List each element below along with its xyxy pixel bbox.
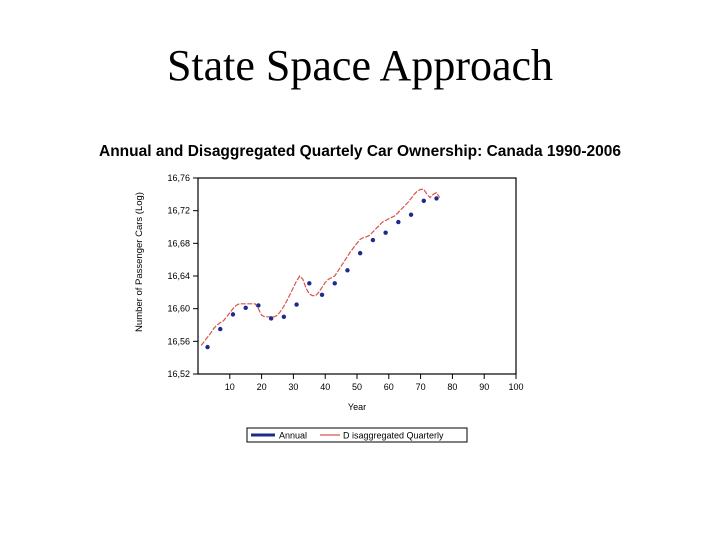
x-tick-label: 40 <box>320 382 330 392</box>
series-annual-point <box>383 230 388 235</box>
series-annual-point <box>307 281 312 286</box>
series-quarterly-line <box>200 188 441 346</box>
x-axis-label: Year <box>348 402 366 412</box>
y-tick-label: 16,68 <box>167 238 190 248</box>
series-annual-point <box>421 198 426 204</box>
series-annual-point <box>370 237 376 243</box>
series-annual-point <box>332 281 337 286</box>
series-annual-point <box>256 303 261 308</box>
y-tick-label: 16,72 <box>167 206 190 216</box>
series-annual-point <box>281 314 287 320</box>
x-tick-label: 20 <box>257 382 267 392</box>
series-annual-point <box>396 219 401 225</box>
series-annual-point <box>345 268 350 273</box>
series-annual-point <box>243 305 248 311</box>
plot-frame <box>197 177 517 375</box>
series-annual-point <box>357 250 363 256</box>
x-tick-label: 50 <box>352 382 362 392</box>
axes: 16,52 16,56 16,60 16,64 16,68 16,72 16,76 10 20 3… <box>167 173 523 392</box>
legend-annual-label: Annual <box>279 431 307 441</box>
series-annual-point <box>230 312 236 317</box>
series-annual-point <box>205 344 210 350</box>
chart-title: Annual and Disaggregated Quartely Car Ow… <box>99 143 621 160</box>
series-annual-point <box>434 196 439 201</box>
y-tick-label: 16,56 <box>167 336 190 346</box>
x-tick-label: 100 <box>508 382 523 392</box>
x-tick-label: 60 <box>384 382 394 392</box>
slide-title: State Space Approach <box>166 41 554 90</box>
x-tick-label: 70 <box>416 382 426 392</box>
legend-quarterly-label: D isaggregated Quarterly <box>343 431 444 441</box>
x-tick-label: 80 <box>447 382 457 392</box>
y-tick-label: 16,52 <box>167 369 190 379</box>
x-tick-label: 10 <box>225 382 235 392</box>
y-axis-label: Number of Passenger Cars (Log) <box>134 192 145 332</box>
x-tick-label: 90 <box>479 382 489 392</box>
legend-box <box>246 427 468 443</box>
x-tick-label: 30 <box>288 382 298 392</box>
series-annual-point <box>319 292 325 297</box>
series-layer <box>200 188 441 350</box>
y-tick-label: 16,76 <box>167 173 190 183</box>
legend: Annual D isaggregated Quarterly <box>246 427 468 443</box>
series-annual-point <box>408 212 414 217</box>
series-annual-point <box>218 326 223 332</box>
series-annual-point <box>268 316 274 321</box>
y-tick-label: 16,60 <box>167 304 190 314</box>
y-tick-label: 16,64 <box>167 271 190 281</box>
series-annual-point <box>294 302 299 307</box>
